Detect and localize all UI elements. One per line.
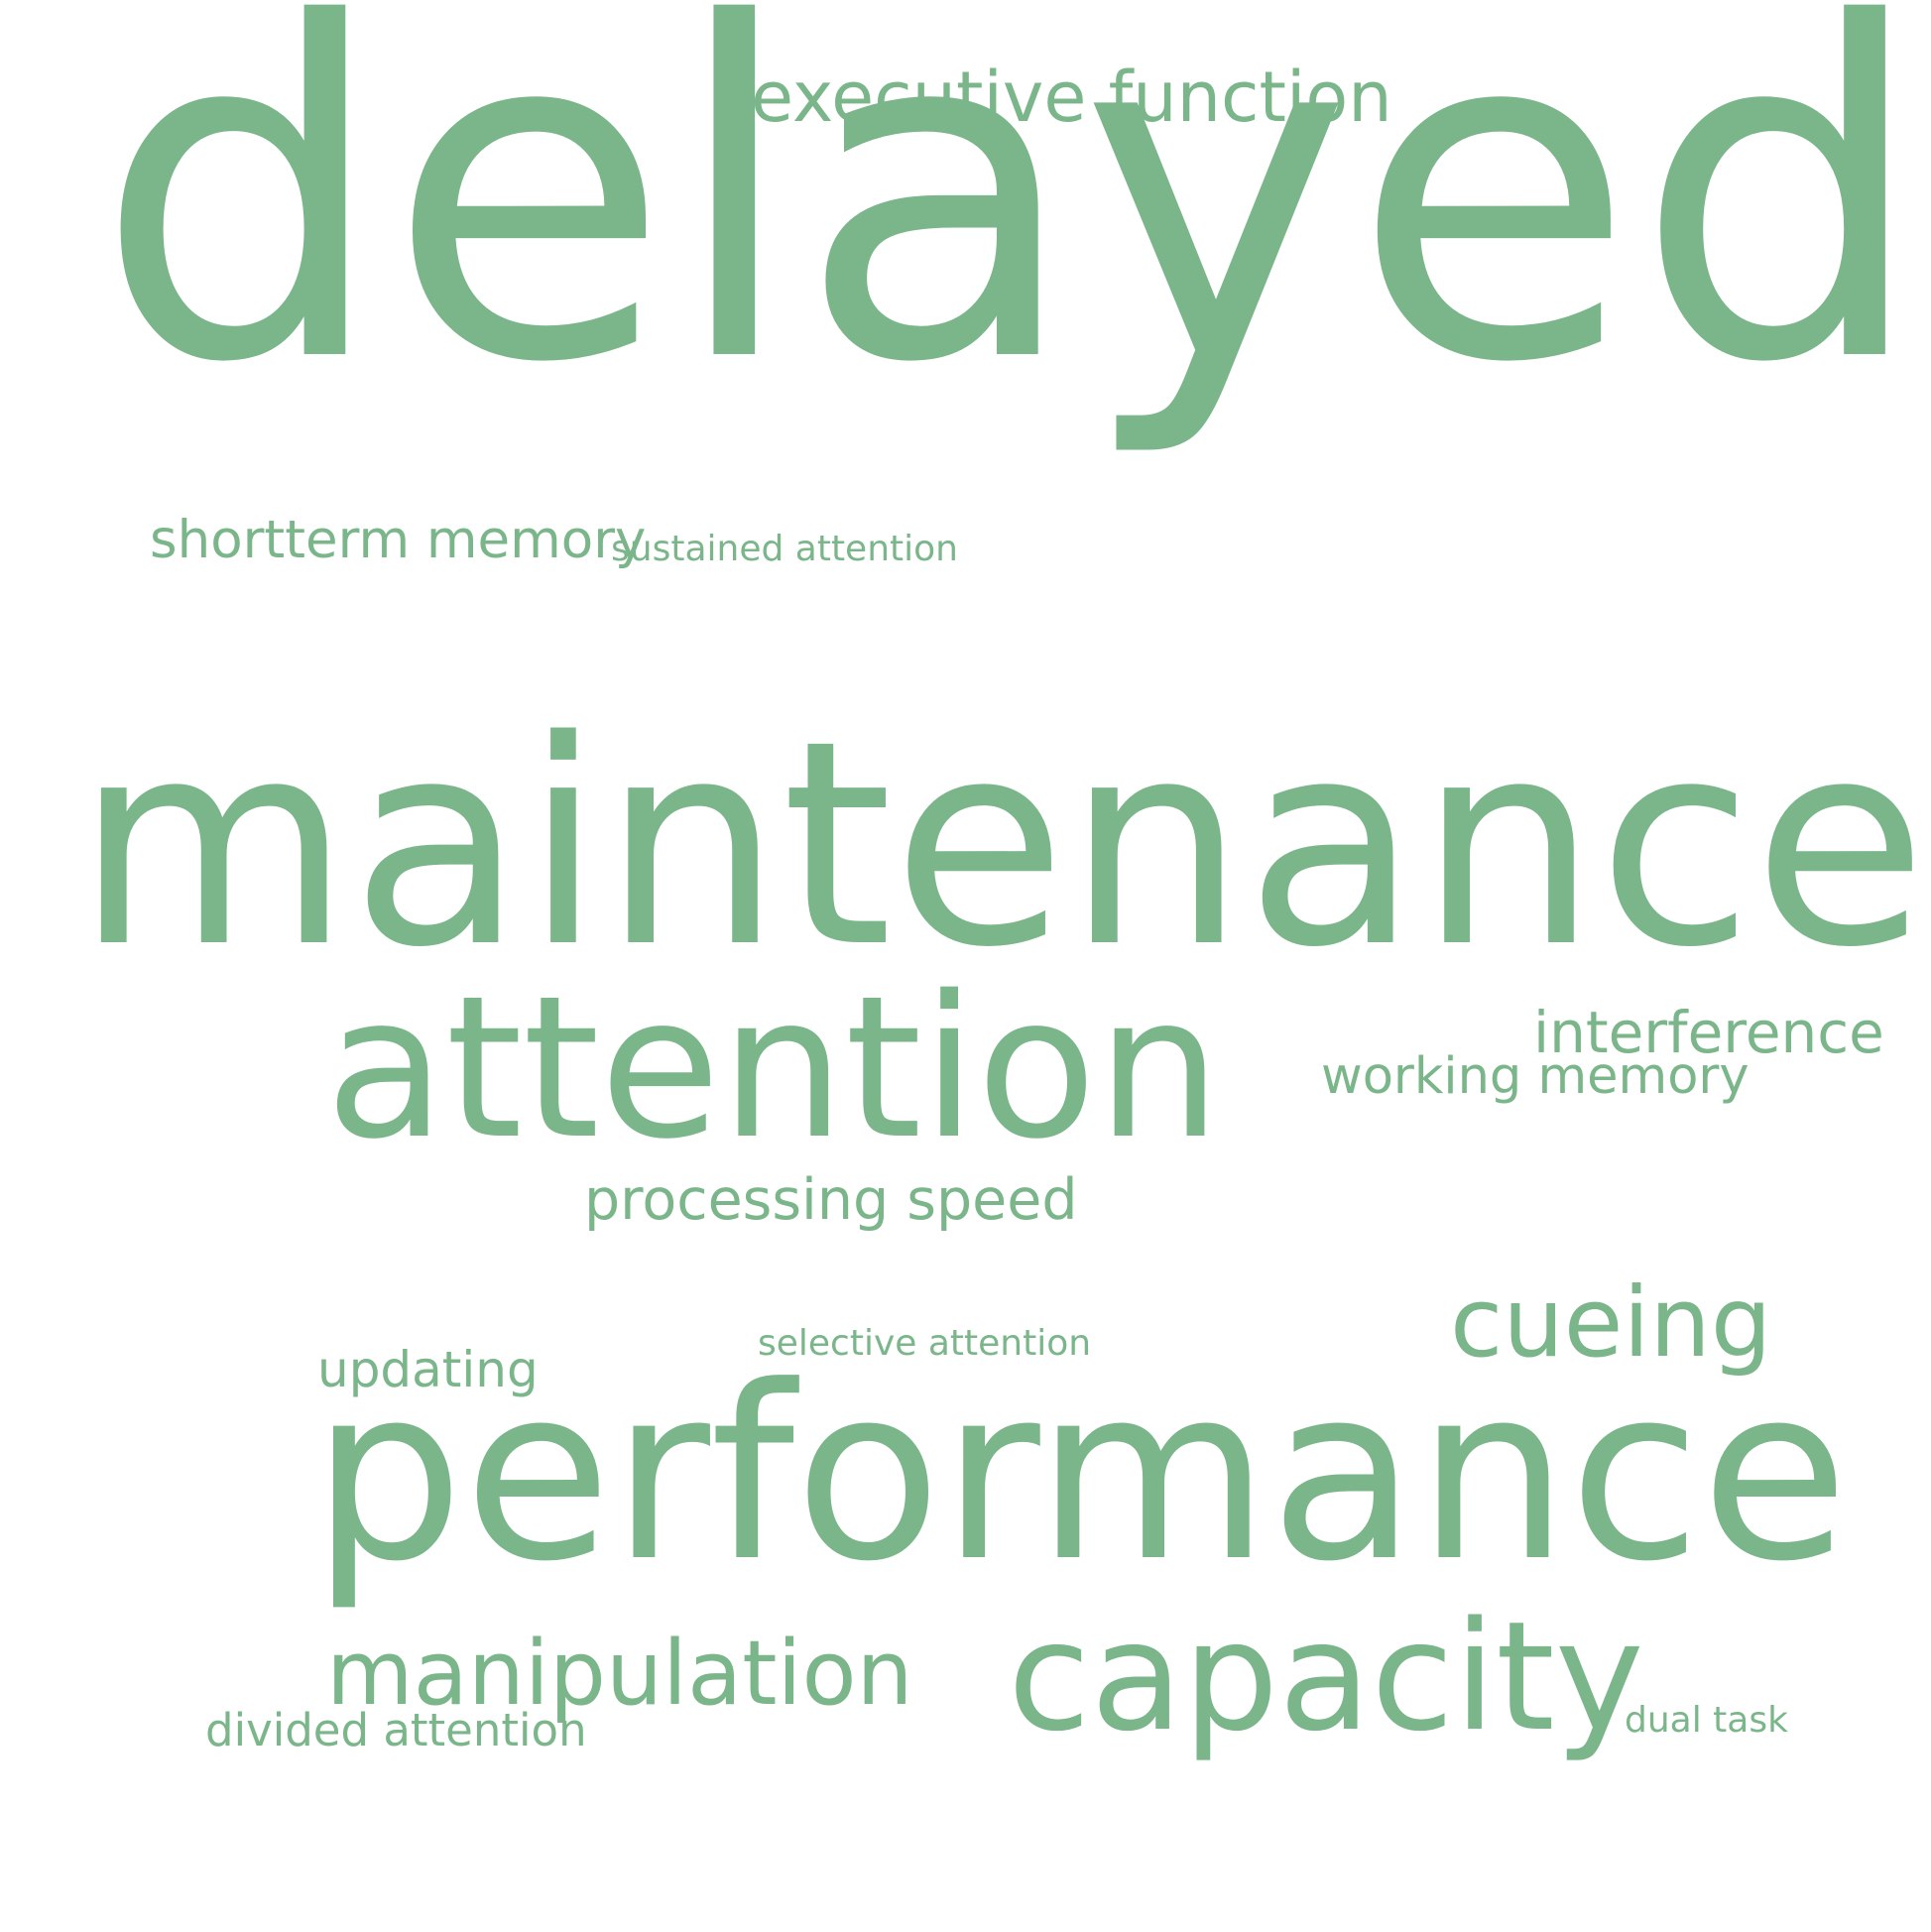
word-dual-task: dual task [1625,1700,1788,1741]
word-updating: updating [317,1341,539,1398]
word-interference: interference [1533,999,1884,1066]
word-sustained-attention: sustained attention [611,529,958,569]
word-maintenance: maintenance [75,680,1927,1010]
word-manipulation: manipulation [326,1622,913,1726]
word-processing-speed: processing speed [584,1167,1078,1233]
word-delayed: delayed [95,0,1927,463]
word-divided-attention: divided attention [205,1704,587,1756]
word-attention: attention [325,953,1222,1182]
word-executive-function: executive function [751,57,1392,138]
word-shortterm-memory: shortterm memory [150,510,647,570]
word-performance: performance [311,1335,1849,1615]
word-working-memory: working memory [1321,1047,1750,1106]
word-capacity: capacity [1008,1589,1644,1764]
word-cueing: cueing [1450,1267,1772,1379]
word-selective-attention: selective attention [758,1323,1092,1364]
